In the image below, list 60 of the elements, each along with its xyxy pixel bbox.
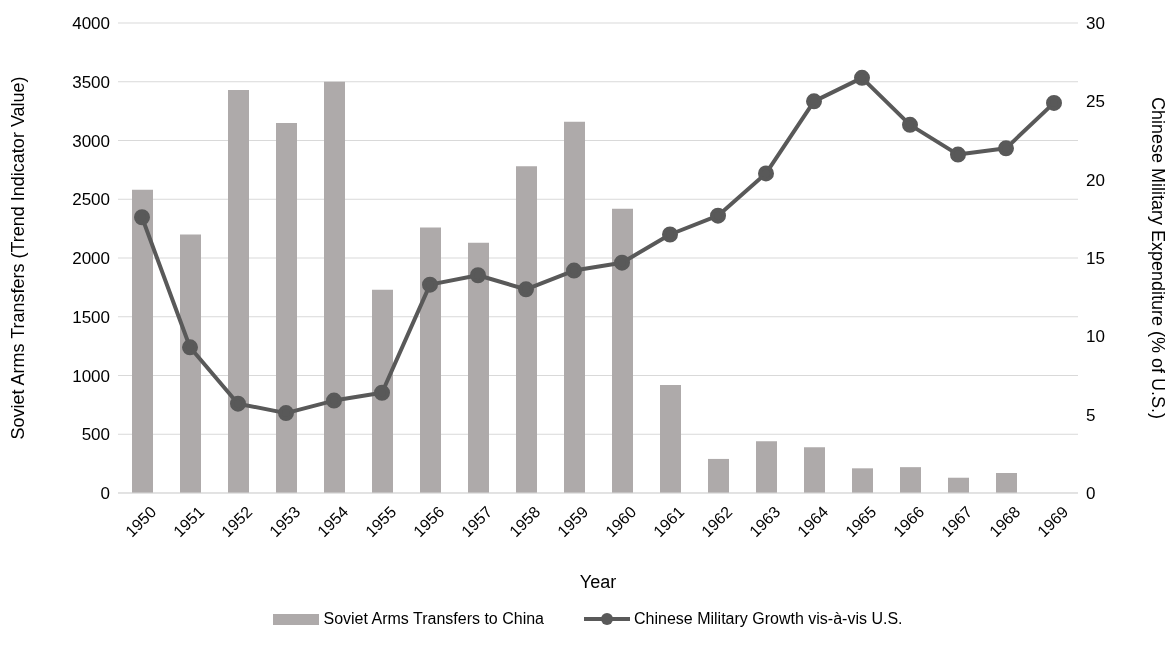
- bar: [852, 468, 873, 493]
- bar: [420, 227, 441, 493]
- y2-tick-label: 0: [1086, 484, 1096, 504]
- point: [374, 384, 390, 401]
- bar: [228, 89, 249, 493]
- bar: [516, 166, 537, 493]
- point: [758, 165, 774, 182]
- bar: [564, 121, 585, 493]
- x-axis-title: Year: [579, 572, 617, 592]
- point: [230, 395, 246, 412]
- y2-tick-label: 25: [1086, 92, 1105, 112]
- y2-axis-title: Chinese Military Expenditure (% of U.S.): [1147, 96, 1168, 420]
- point: [998, 140, 1014, 157]
- point: [134, 209, 150, 226]
- bar: [180, 234, 201, 493]
- point: [854, 69, 870, 86]
- y2-tick-label: 20: [1086, 170, 1105, 190]
- y-tick-label: 500: [81, 425, 110, 445]
- point: [1046, 94, 1062, 111]
- point: [182, 339, 198, 356]
- bar: [372, 289, 393, 493]
- point: [470, 267, 486, 284]
- point: [806, 93, 822, 110]
- point: [278, 405, 294, 422]
- y2-tick-label: 30: [1086, 14, 1105, 34]
- point: [614, 254, 630, 271]
- y2-tick-label: 15: [1086, 249, 1105, 269]
- bar: [132, 189, 153, 493]
- point: [902, 116, 918, 133]
- legend-label: Soviet Arms Transfers to China: [323, 610, 545, 628]
- y-tick-label: 2000: [72, 249, 110, 269]
- point: [518, 281, 534, 298]
- y-axis-title: Soviet Arms Transfers (Trend Indicator Value): [8, 76, 29, 440]
- y2-tick-label: 10: [1086, 327, 1105, 347]
- bar: [660, 384, 681, 493]
- bar: [276, 122, 297, 493]
- y-tick-label: 4000: [72, 14, 110, 34]
- y-tick-label: 1500: [72, 307, 110, 327]
- point: [662, 226, 678, 243]
- point: [566, 262, 582, 279]
- bar: [804, 447, 825, 493]
- bar: [612, 208, 633, 493]
- bar: [948, 477, 969, 493]
- point: [710, 207, 726, 224]
- bar: [468, 242, 489, 493]
- point: [950, 146, 966, 163]
- y-tick-label: 0: [100, 484, 110, 504]
- y2-tick-label: 5: [1086, 405, 1096, 425]
- point: [422, 276, 438, 293]
- bar: [900, 467, 921, 493]
- bar: [756, 441, 777, 493]
- y-tick-label: 3000: [72, 131, 110, 151]
- bar: [324, 81, 345, 493]
- y-tick-label: 1000: [72, 366, 110, 386]
- legend-label: Chinese Military Growth vis-à-vis U.S.: [634, 610, 903, 628]
- bar: [996, 473, 1017, 493]
- y-tick-label: 3500: [72, 72, 110, 92]
- bar: [708, 458, 729, 493]
- point: [326, 392, 342, 409]
- y-tick-label: 2500: [72, 190, 110, 210]
